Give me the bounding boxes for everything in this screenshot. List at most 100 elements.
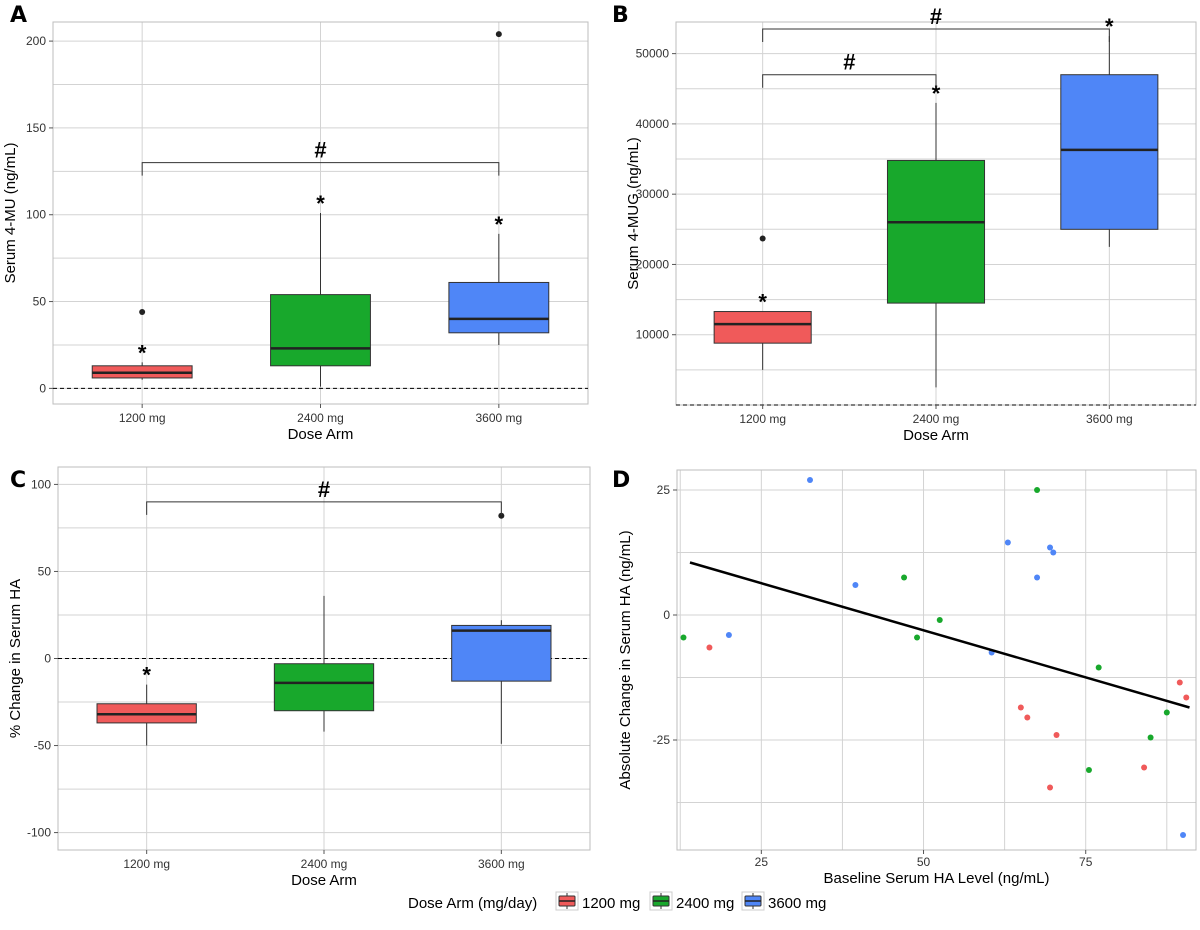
significance-bracket: # (762, 4, 1110, 43)
significance-star: * (316, 191, 325, 216)
bracket-line (762, 28, 1110, 43)
scatter-point (806, 477, 813, 483)
outlier-point (759, 235, 766, 242)
significance-star: * (758, 290, 767, 315)
outlier-point (139, 308, 146, 315)
x-tick-label: 25 (755, 855, 769, 869)
x-tick-label: 2400 mg (301, 857, 348, 871)
bracket-label: # (318, 477, 330, 502)
y-tick-label: 50 (38, 564, 52, 578)
significance-star: * (932, 81, 941, 106)
legend-item-3600-mg: 3600 mg (741, 891, 826, 912)
box-1200-mg: * (96, 663, 197, 746)
significance-star: * (142, 663, 151, 688)
scatter-point (706, 644, 713, 651)
legend: Dose Arm (mg/day) 1200 mg 2400 mg 3600 mg (408, 891, 826, 912)
scatter-point (1163, 709, 1170, 716)
scatter-point (914, 634, 921, 641)
x-tick-label: 2400 mg (297, 411, 344, 425)
y-axis-title: Absolute Change in Serum HA (ng/mL) (617, 530, 634, 789)
significance-bracket: # (762, 50, 937, 88)
scatter-point (1095, 664, 1102, 671)
panel-letter: A (10, 3, 27, 28)
significance-star: * (138, 340, 147, 365)
y-tick-label: 40000 (636, 117, 670, 131)
scatter-point (1183, 694, 1190, 701)
y-tick-label: 100 (31, 477, 51, 491)
legend-label: 2400 mg (676, 895, 734, 912)
x-tick-label: 2400 mg (913, 412, 960, 426)
x-axis-title: Dose Arm (903, 427, 969, 444)
box-body (1060, 74, 1159, 230)
significance-star: * (1105, 14, 1114, 39)
box-body (448, 281, 550, 334)
y-tick-label: 30000 (636, 187, 670, 201)
y-tick-label: 20000 (636, 257, 670, 271)
bracket-line (141, 162, 500, 176)
panel-d: D -25 0 25 25 50 75 Baseline Serum HA Level (ng… (612, 468, 1197, 887)
scatter-point (1047, 544, 1054, 551)
y-tick-label: 0 (44, 652, 51, 666)
y-tick-label: 0 (663, 608, 670, 622)
legend-item-2400-mg: 2400 mg (649, 891, 734, 912)
box-3600-mg: * (448, 31, 550, 345)
y-axis-title: Serum 4-MUG (ng/mL) (625, 137, 642, 290)
legend-item-1200-mg: 1200 mg (555, 891, 640, 912)
legend-label: 3600 mg (768, 895, 826, 912)
trend-line (689, 561, 1190, 709)
box-1200-mg: * (91, 308, 193, 380)
scatter-point (1147, 734, 1154, 741)
series-3600-mg (725, 477, 1187, 838)
series-2400-mg (680, 487, 1170, 773)
x-tick-label: 3600 mg (478, 857, 525, 871)
y-tick-label: -25 (653, 733, 671, 747)
scatter-point (936, 617, 943, 623)
y-tick-label: 100 (26, 208, 46, 222)
scatter-point (1053, 732, 1060, 738)
y-tick-label: -50 (34, 739, 52, 753)
scatter-point (1047, 784, 1054, 791)
y-axis-title: Serum 4-MU (ng/mL) (2, 143, 19, 284)
scatter-point (725, 632, 732, 638)
box-2400-mg: * (886, 81, 986, 388)
significance-bracket: # (141, 138, 500, 176)
box-body (451, 624, 552, 682)
y-tick-label: 0 (39, 381, 46, 395)
x-tick-label: 3600 mg (1086, 412, 1133, 426)
y-axis-title: % Change in Serum HA (7, 579, 24, 738)
x-tick-label: 3600 mg (475, 411, 522, 425)
box-2400-mg (273, 595, 375, 732)
x-tick-label: 75 (1079, 855, 1093, 869)
scatter-point (1050, 549, 1057, 556)
y-tick-label: 25 (657, 483, 671, 497)
panel-letter: C (10, 468, 26, 493)
scatter-point (1024, 714, 1031, 721)
x-axis-title: Dose Arm (288, 426, 354, 443)
y-tick-label: 200 (26, 34, 46, 48)
y-tick-label: 50 (33, 295, 47, 309)
x-tick-label: 1200 mg (119, 411, 166, 425)
legend-title: Dose Arm (mg/day) (408, 895, 537, 912)
x-tick-label: 1200 mg (739, 412, 786, 426)
scatter-point (1141, 764, 1148, 771)
box-body (886, 159, 986, 304)
box-2400-mg: * (270, 191, 371, 387)
scatter-point (1034, 574, 1041, 581)
series-1200-mg (706, 644, 1190, 791)
panel-letter: D (612, 468, 630, 493)
panel-letter: B (612, 3, 629, 28)
x-tick-label: 50 (917, 855, 931, 869)
scatter-point (1004, 539, 1011, 546)
plot-frame (676, 469, 1197, 851)
scatter-point (680, 634, 687, 641)
legend-label: 1200 mg (582, 895, 640, 912)
bracket-line (146, 501, 502, 515)
scatter-point (1017, 704, 1024, 711)
panel-b: B 10000 20000 30000 40000 50000 1200 mg 2400 mg… (612, 3, 1197, 444)
bracket-label: # (930, 4, 942, 29)
bracket-line (762, 74, 937, 88)
scatter-point (1180, 832, 1187, 838)
scatter-point (1176, 679, 1183, 686)
outlier-point (498, 512, 505, 519)
